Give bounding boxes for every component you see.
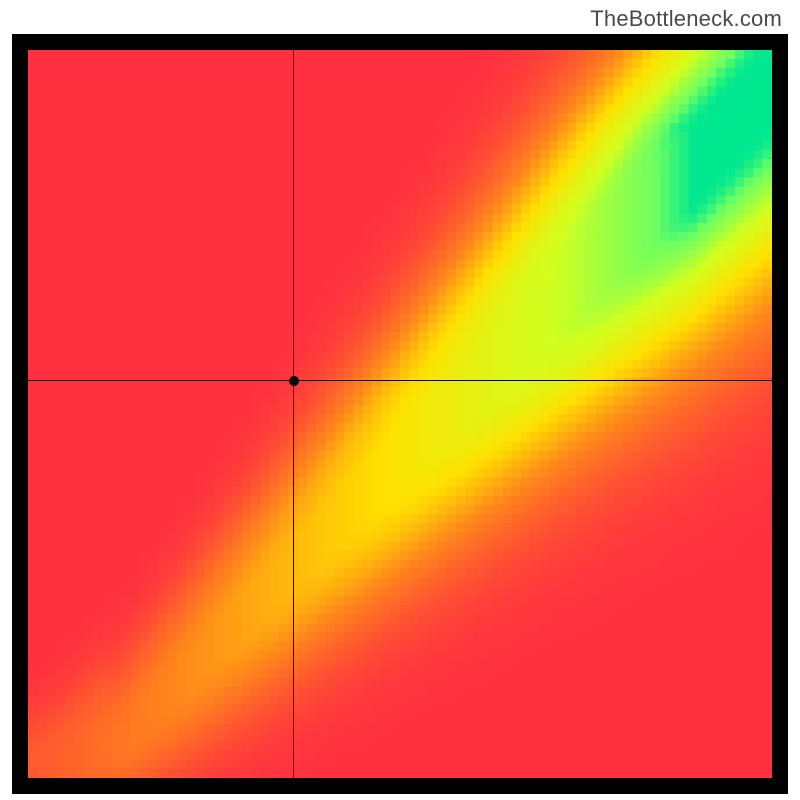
attribution-text: TheBottleneck.com <box>590 6 782 32</box>
heatmap-canvas <box>28 50 772 778</box>
crosshair-marker <box>289 376 299 386</box>
crosshair-vertical <box>293 50 294 778</box>
chart-container: TheBottleneck.com <box>0 0 800 800</box>
crosshair-horizontal <box>28 380 772 381</box>
plot-area <box>12 34 788 794</box>
